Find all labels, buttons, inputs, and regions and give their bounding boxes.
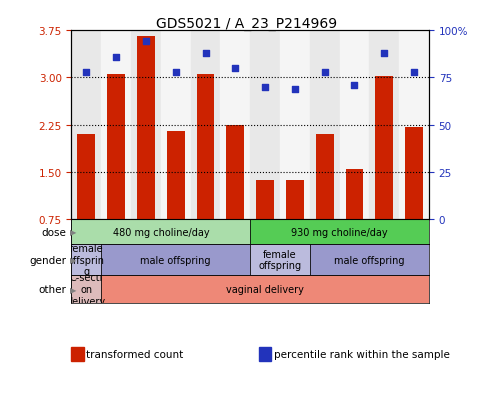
Text: transformed count: transformed count xyxy=(86,349,183,359)
Bar xyxy=(220,31,250,220)
Bar xyxy=(71,244,101,275)
Text: ▶: ▶ xyxy=(70,255,76,264)
Bar xyxy=(310,244,429,275)
Bar xyxy=(286,180,304,220)
Bar xyxy=(107,75,125,220)
Text: percentile rank within the sample: percentile rank within the sample xyxy=(274,349,450,359)
Bar xyxy=(71,275,101,304)
Text: gender: gender xyxy=(30,255,67,265)
Text: male offspring: male offspring xyxy=(141,255,211,265)
Text: female
offsprin
g: female offsprin g xyxy=(68,243,105,276)
Text: other: other xyxy=(38,285,67,294)
Bar xyxy=(167,132,185,220)
Bar xyxy=(399,31,429,220)
Text: ▶: ▶ xyxy=(70,285,76,294)
Text: C-secti
on
delivery: C-secti on delivery xyxy=(67,273,106,306)
Bar xyxy=(101,244,250,275)
Bar xyxy=(137,37,155,220)
Bar xyxy=(405,127,423,220)
Bar xyxy=(375,77,393,220)
Point xyxy=(261,84,269,91)
Point xyxy=(142,39,150,45)
Point xyxy=(231,65,239,72)
Bar xyxy=(197,75,214,220)
Bar xyxy=(77,135,95,220)
Text: 480 mg choline/day: 480 mg choline/day xyxy=(112,227,209,237)
Bar xyxy=(161,31,191,220)
Point xyxy=(202,50,210,57)
Point xyxy=(172,69,179,76)
Text: female
offspring: female offspring xyxy=(258,249,302,271)
Bar xyxy=(256,181,274,220)
Bar xyxy=(310,31,340,220)
Point xyxy=(351,83,358,89)
Point xyxy=(291,86,299,93)
Text: ▶: ▶ xyxy=(70,228,76,237)
Text: 930 mg choline/day: 930 mg choline/day xyxy=(291,227,388,237)
Bar xyxy=(250,244,310,275)
Bar xyxy=(226,126,244,220)
Bar xyxy=(340,31,369,220)
Bar xyxy=(101,31,131,220)
Point xyxy=(321,69,329,76)
Bar xyxy=(280,31,310,220)
Bar xyxy=(131,31,161,220)
Text: male offspring: male offspring xyxy=(334,255,405,265)
Point xyxy=(112,54,120,61)
Bar xyxy=(369,31,399,220)
Text: dose: dose xyxy=(42,227,67,237)
Bar xyxy=(346,169,363,220)
Bar xyxy=(191,31,220,220)
Point xyxy=(410,69,418,76)
Bar xyxy=(250,220,429,244)
Bar xyxy=(71,31,101,220)
Text: vaginal delivery: vaginal delivery xyxy=(226,285,304,294)
Point xyxy=(82,69,90,76)
Bar xyxy=(316,135,334,220)
Bar xyxy=(71,220,250,244)
Point xyxy=(380,50,388,57)
Bar xyxy=(250,31,280,220)
Text: GDS5021 / A_23_P214969: GDS5021 / A_23_P214969 xyxy=(156,17,337,31)
